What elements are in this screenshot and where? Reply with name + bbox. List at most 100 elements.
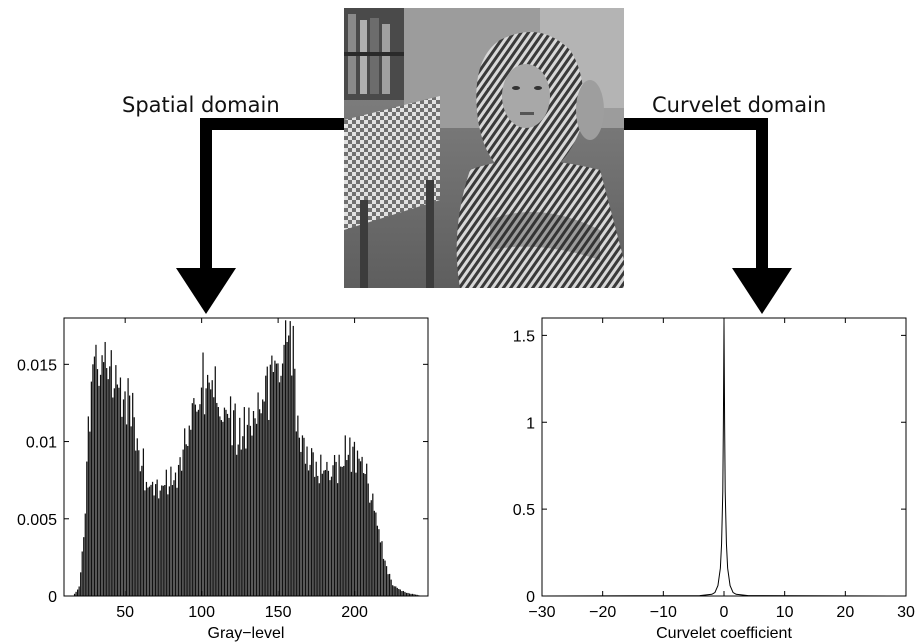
histogram-bar (147, 487, 149, 596)
histogram-bar (340, 466, 342, 596)
histogram-bar (344, 435, 346, 596)
histogram-bar (138, 450, 140, 596)
histogram-bar (177, 464, 180, 596)
histogram-bar (184, 428, 186, 596)
histogram-bar (268, 419, 270, 596)
histogram-bar (398, 588, 400, 596)
histogram-bar (98, 385, 100, 596)
curvelet-distribution-plot: −30 −20 −10 0 10 20 30 0 0.5 1 1.5 Curvelet coeffi… (513, 317, 915, 642)
histogram-bar (240, 449, 242, 596)
histogram-bar (153, 495, 155, 596)
histogram-bar (363, 473, 365, 596)
curvelet-ytick-label: 1.5 (513, 328, 535, 345)
histogram-bar (333, 455, 336, 596)
histogram-xtick-label: 50 (116, 604, 134, 621)
histogram-bar (389, 573, 391, 596)
histogram-bar (181, 470, 183, 596)
histogram-bar (376, 525, 379, 596)
histogram-bar (355, 472, 357, 596)
histogram-bar (127, 378, 129, 596)
histogram-bar (122, 399, 125, 596)
histogram-bar (309, 464, 311, 596)
curvelet-arrow (622, 118, 792, 314)
histogram-bar (283, 344, 285, 596)
histogram-bar (303, 437, 305, 596)
histogram-bar (110, 350, 112, 596)
histogram-bar (243, 407, 245, 596)
histogram-bar (142, 448, 145, 596)
histogram-bar (257, 392, 259, 596)
histogram-bar (367, 483, 369, 596)
histogram-bar (401, 591, 403, 596)
histogram-bar (347, 454, 349, 596)
histogram-bar (358, 458, 360, 596)
spatial-domain-label: Spatial domain (122, 93, 280, 117)
histogram-bar (269, 364, 271, 596)
histogram-bar (144, 490, 146, 596)
histogram-bar (353, 441, 356, 596)
histogram-bar (188, 425, 190, 596)
histogram-bar (275, 363, 278, 596)
histogram-bar (116, 384, 119, 596)
histogram-bar (295, 431, 297, 596)
histogram-bar (77, 589, 79, 596)
histogram-bar (84, 513, 86, 596)
histogram-bar (92, 364, 94, 596)
histogram-bar (373, 510, 375, 596)
histogram-bar (99, 374, 102, 596)
histogram-bar (207, 374, 209, 596)
histogram-bar (378, 529, 380, 596)
curvelet-ytick-label: 1 (526, 415, 535, 432)
histogram-bar (205, 388, 207, 596)
gray-level-histogram: 50 100 150 200 0 0.005 0.01 0.015 Gray−level (17, 317, 429, 642)
histogram-bar (187, 445, 189, 596)
histogram-bar (266, 366, 268, 596)
histogram-bar (73, 593, 76, 596)
histogram-bar (139, 471, 141, 596)
histogram-xtick-label: 100 (188, 604, 215, 621)
histogram-bar (326, 461, 328, 596)
histogram-bar (288, 335, 290, 596)
histogram-bar (130, 426, 132, 596)
histogram-bar (341, 466, 343, 596)
histogram-xtick-label: 150 (265, 604, 292, 621)
histogram-bar (109, 366, 111, 596)
histogram-bar (311, 448, 313, 596)
histogram-bar (202, 352, 204, 596)
histogram-bar (200, 387, 203, 596)
histogram-bar (307, 470, 310, 596)
histogram-bar (387, 574, 389, 596)
histogram-bar (392, 585, 394, 596)
histogram-bar (265, 375, 267, 596)
histogram-bar (168, 486, 171, 596)
histogram-bar (327, 470, 330, 596)
histogram-bar (259, 409, 261, 596)
histogram-bar (277, 363, 279, 596)
histogram-bar (219, 416, 221, 596)
histogram-bar (301, 435, 304, 596)
histogram-ytick-label: 0.015 (17, 357, 57, 374)
histogram-bar (190, 429, 192, 596)
histogram-bar (182, 449, 184, 596)
histogram-bar (86, 461, 88, 596)
curvelet-ytick-label: 0.5 (513, 502, 535, 519)
histogram-xlabel: Gray−level (208, 625, 285, 642)
histogram-bar (390, 579, 392, 596)
curvelet-xtick-label: −30 (528, 604, 555, 621)
histogram-bar (150, 484, 152, 596)
histogram-bar (151, 481, 154, 596)
histogram-bar (312, 452, 314, 596)
histogram-bar (78, 586, 80, 596)
histogram-bar (217, 407, 219, 596)
histogram-bar (132, 392, 134, 596)
histogram-bar (223, 407, 226, 596)
histogram-bar (260, 413, 262, 596)
histogram-frame (63, 317, 429, 597)
histogram-bar (216, 402, 218, 596)
histogram-bar (385, 566, 388, 596)
histogram-bar (399, 589, 401, 596)
histogram-bar (87, 416, 89, 596)
histogram-bar (170, 466, 172, 596)
histogram-bar (171, 485, 174, 596)
histogram-bar (393, 586, 395, 596)
